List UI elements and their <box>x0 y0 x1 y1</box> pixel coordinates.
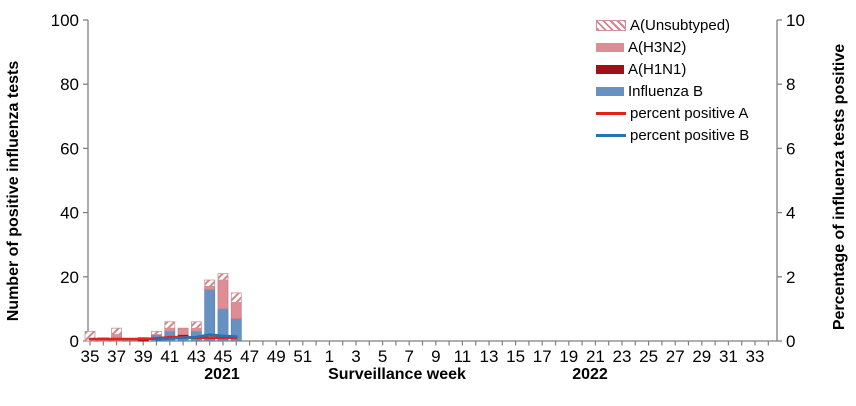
week-tick-label: 27 <box>666 347 685 366</box>
legend-label: percent positive B <box>630 126 750 144</box>
dark-red-swatch-icon <box>596 64 624 74</box>
week-tick-label: 35 <box>81 347 100 366</box>
week-tick-label: 17 <box>533 347 552 366</box>
bar-segment-a-h3n2- <box>217 279 229 310</box>
legend-label: A(H3N2) <box>628 38 687 56</box>
bar-segment-a-unsubtyped- <box>111 327 122 335</box>
week-tick-label: 7 <box>404 347 413 366</box>
week-tick-label: 11 <box>454 347 472 366</box>
bar-segment-a-h3n2- <box>190 327 202 332</box>
week-tick-label: 39 <box>134 347 153 366</box>
left-axis-title: Number of positive influenza tests <box>5 60 22 322</box>
axes <box>83 19 782 346</box>
blue-line-swatch-icon <box>596 133 626 137</box>
legend-item-influenza-b: Influenza B <box>596 80 749 102</box>
right-tick-label: 4 <box>786 204 795 223</box>
week-tick-label: 37 <box>107 347 126 366</box>
right-tick-label: 0 <box>786 332 795 351</box>
bar-segment-a-unsubtyped- <box>84 330 96 342</box>
x-axis-title: Surveillance week <box>328 366 466 383</box>
legend-label: percent positive A <box>630 104 749 122</box>
year-label-2021: 2021 <box>204 366 240 383</box>
week-tick-label: 5 <box>378 347 387 366</box>
legend-item-a-h1n1: A(H1N1) <box>596 58 749 80</box>
legend-item-percent-positive-b: percent positive B <box>596 124 749 146</box>
bar-segment-a-unsubtyped- <box>151 330 162 335</box>
red-line-swatch-icon <box>596 111 626 115</box>
week-tick-label: 15 <box>506 347 525 366</box>
legend-label: A(Unsubtyped) <box>630 16 731 34</box>
right-tick-label: 2 <box>786 268 795 287</box>
week-tick-label: 23 <box>613 347 632 366</box>
bar-series-group <box>84 273 242 342</box>
bar-segment-a-unsubtyped- <box>204 279 216 287</box>
hatched-swatch-icon <box>596 19 626 31</box>
line-percent-positive-b <box>155 333 238 342</box>
legend-item-a-unsubtyped: A(Unsubtyped) <box>596 14 749 36</box>
week-tick-label: 3 <box>351 347 360 366</box>
left-tick-label: 80 <box>60 75 79 94</box>
bar-segment-a-unsubtyped- <box>190 321 202 329</box>
week-tick-label: 51 <box>293 347 312 366</box>
week-tick-label: 47 <box>240 347 259 366</box>
week-tick-label: 19 <box>559 347 578 366</box>
week-tick-label: 49 <box>267 347 286 366</box>
bar-segment-a-unsubtyped- <box>164 321 176 329</box>
bar-segment-a-h3n2- <box>177 327 189 335</box>
week-tick-label: 31 <box>719 347 738 366</box>
left-tick-label: 60 <box>60 139 79 158</box>
week-tick-label: 33 <box>746 347 765 366</box>
week-tick-label: 21 <box>586 347 605 366</box>
week-tick-label: 45 <box>214 347 233 366</box>
pink-swatch-icon <box>596 42 624 52</box>
bar-segment-a-unsubtyped- <box>217 273 229 281</box>
left-tick-label: 40 <box>60 204 79 223</box>
right-tick-label: 6 <box>786 139 795 158</box>
week-tick-label: 13 <box>480 347 499 366</box>
legend: A(Unsubtyped) A(H3N2) A(H1N1) Influenza … <box>596 14 749 146</box>
week-tick-label: 9 <box>431 347 440 366</box>
week-tick-label: 1 <box>325 347 334 366</box>
right-axis-title: Percentage of influenza tests positive <box>831 43 848 331</box>
bar-segment-a-h3n2- <box>164 327 176 332</box>
legend-label: Influenza B <box>628 82 704 100</box>
bar-segment-a-h3n2- <box>204 286 216 291</box>
left-tick-label: 0 <box>70 332 79 351</box>
week-tick-label: 41 <box>160 347 179 366</box>
week-tick-label: 25 <box>639 347 658 366</box>
left-tick-label: 20 <box>60 268 79 287</box>
year-label-2022: 2022 <box>572 366 608 383</box>
line-series-group <box>88 333 238 342</box>
week-tick-label: 43 <box>187 347 206 366</box>
legend-item-a-h3n2: A(H3N2) <box>596 36 749 58</box>
right-tick-label: 10 <box>786 11 805 30</box>
bar-segment-a-h3n2- <box>230 302 242 319</box>
week-tick-label: 29 <box>692 347 711 366</box>
left-tick-label: 100 <box>51 11 79 30</box>
legend-label: A(H1N1) <box>628 60 687 78</box>
bar-segment-a-unsubtyped- <box>230 292 242 303</box>
legend-item-percent-positive-a: percent positive A <box>596 102 749 124</box>
right-tick-label: 8 <box>786 75 795 94</box>
blue-swatch-icon <box>596 86 624 96</box>
